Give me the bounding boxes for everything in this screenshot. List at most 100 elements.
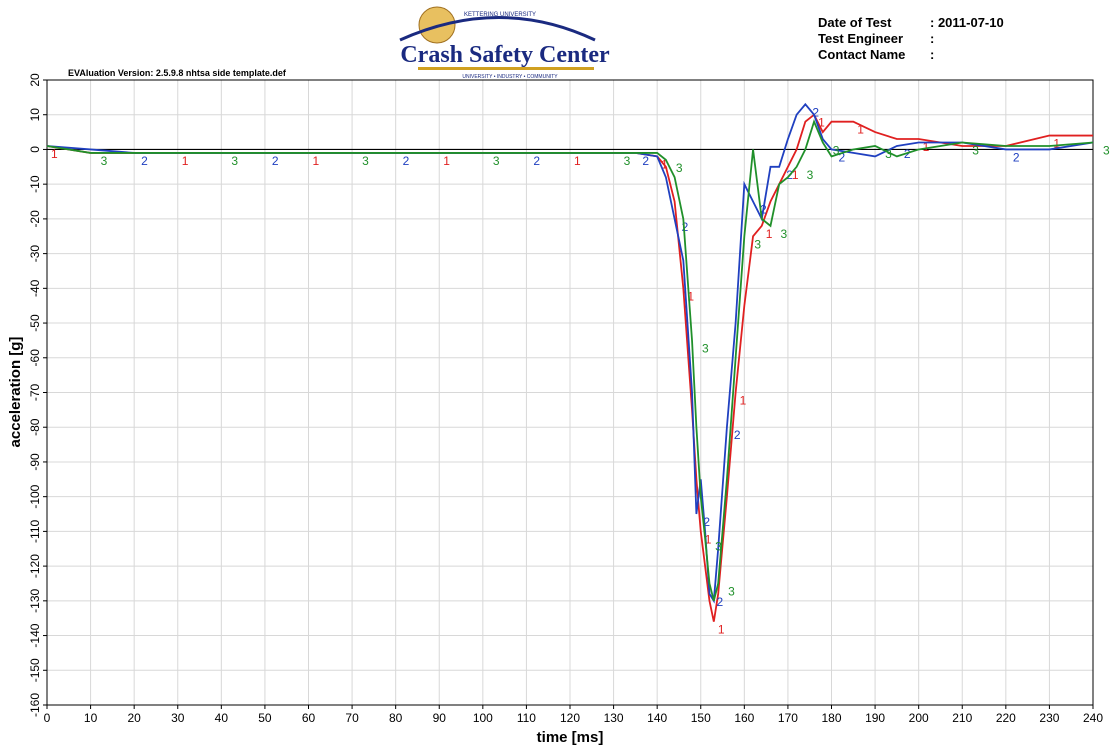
y-tick-label: -50 [28,314,42,332]
series-label: 3 [780,227,787,241]
x-tick-label: 110 [517,711,536,725]
x-tick-label: 0 [44,711,51,725]
y-tick-label: -90 [28,453,42,471]
series-label: 1 [313,154,320,168]
y-tick-label: -140 [28,623,42,647]
x-tick-label: 60 [302,711,316,725]
series-label: 1 [51,147,58,161]
x-tick-label: 150 [691,711,711,725]
series-label: 3 [702,341,709,355]
y-tick-label: -160 [28,693,42,717]
x-tick-label: 30 [171,711,185,725]
y-tick-label: -60 [28,349,42,367]
y-axis-label: acceleration [g] [7,337,24,448]
logo-title: Crash Safety Center [400,42,610,68]
series-label: 3 [231,154,238,168]
series-label: 2 [812,105,819,119]
series-label: 3 [833,144,840,158]
x-tick-label: 20 [127,711,141,725]
field-value: : 2011-07-10 [930,15,1004,30]
logo-bottom: UNIVERSITY • INDUSTRY • COMMUNITY [462,74,558,80]
plot-frame [46,79,1094,706]
series-label: 2 [533,154,540,168]
series-label: 3 [885,147,892,161]
series-label: 1 [718,623,725,637]
x-tick-label: 230 [1039,711,1059,725]
series-label: 3 [1103,144,1110,158]
series-label: 2 [272,154,279,168]
series-label: 1 [923,140,930,154]
field-label: Date of Test [818,15,892,30]
field-value: : [930,47,934,62]
series-label: 1 [1053,137,1060,151]
series-label: 1 [182,154,189,168]
series-label: 3 [362,154,369,168]
series-label: 1 [687,289,694,303]
series-label: 3 [972,144,979,158]
series-label: 2 [1013,150,1020,164]
logo-top: KETTERING UNIVERSITY [464,12,536,18]
y-tick-label: -120 [28,554,42,578]
field-value: : [930,31,934,46]
series-label: 1 [792,168,799,182]
series-label: 1 [818,116,825,130]
x-axis-label: time [ms] [537,729,604,746]
series-label: 2 [141,154,148,168]
x-tick-label: 170 [778,711,798,725]
logo-swoosh [399,16,596,42]
series-label: 3 [715,539,722,553]
x-tick-label: 50 [258,711,272,725]
x-tick-label: 80 [389,711,403,725]
logo-bar [418,67,594,70]
series-label: 3 [101,154,108,168]
x-tick-label: 120 [560,711,580,725]
x-tick-label: 70 [345,711,359,725]
series-label: 3 [728,584,735,598]
y-tick-label: 10 [28,108,42,122]
series-label: 1 [661,157,668,171]
series-label: 3 [676,161,683,175]
x-tick-label: 160 [734,711,754,725]
series-label: 3 [807,168,814,182]
y-tick-label: -40 [28,279,42,297]
y-tick-label: -130 [28,589,42,613]
y-tick-label: 0 [28,146,42,153]
x-tick-label: 210 [952,711,972,725]
y-tick-label: -10 [28,175,42,193]
series-label: 2 [734,428,741,442]
y-tick-label: -150 [28,658,42,682]
series-label: 3 [624,154,631,168]
x-tick-label: 40 [215,711,229,725]
series-label: 2 [682,220,689,234]
x-tick-label: 130 [604,711,624,725]
series-label: 2 [703,515,710,529]
x-tick-label: 180 [821,711,841,725]
x-tick-label: 90 [433,711,447,725]
x-tick-label: 10 [84,711,98,725]
series-label: 1 [766,227,773,241]
x-tick-label: 220 [996,711,1016,725]
series-label: 1 [705,532,712,546]
series-label: 3 [493,154,500,168]
y-tick-label: -100 [28,484,42,508]
series-label: 1 [740,394,747,408]
x-tick-label: 140 [647,711,667,725]
field-label: Contact Name [818,47,905,62]
x-tick-label: 100 [473,711,493,725]
x-tick-label: 240 [1083,711,1103,725]
series-label: 1 [443,154,450,168]
series-label: 2 [716,595,723,609]
series-line [46,119,1094,602]
series-label: 2 [642,154,649,168]
series-label: 2 [839,150,846,164]
series-label: 3 [754,237,761,251]
x-tick-label: 190 [865,711,885,725]
series-label: 1 [857,123,864,137]
y-tick-label: -70 [28,384,42,402]
version: EVAluation Version: 2.5.9.8 nhtsa side t… [68,68,287,78]
series-label: 2 [760,203,767,217]
y-tick-label: -80 [28,418,42,436]
y-tick-label: -30 [28,245,42,263]
x-tick-label: 200 [909,711,929,725]
